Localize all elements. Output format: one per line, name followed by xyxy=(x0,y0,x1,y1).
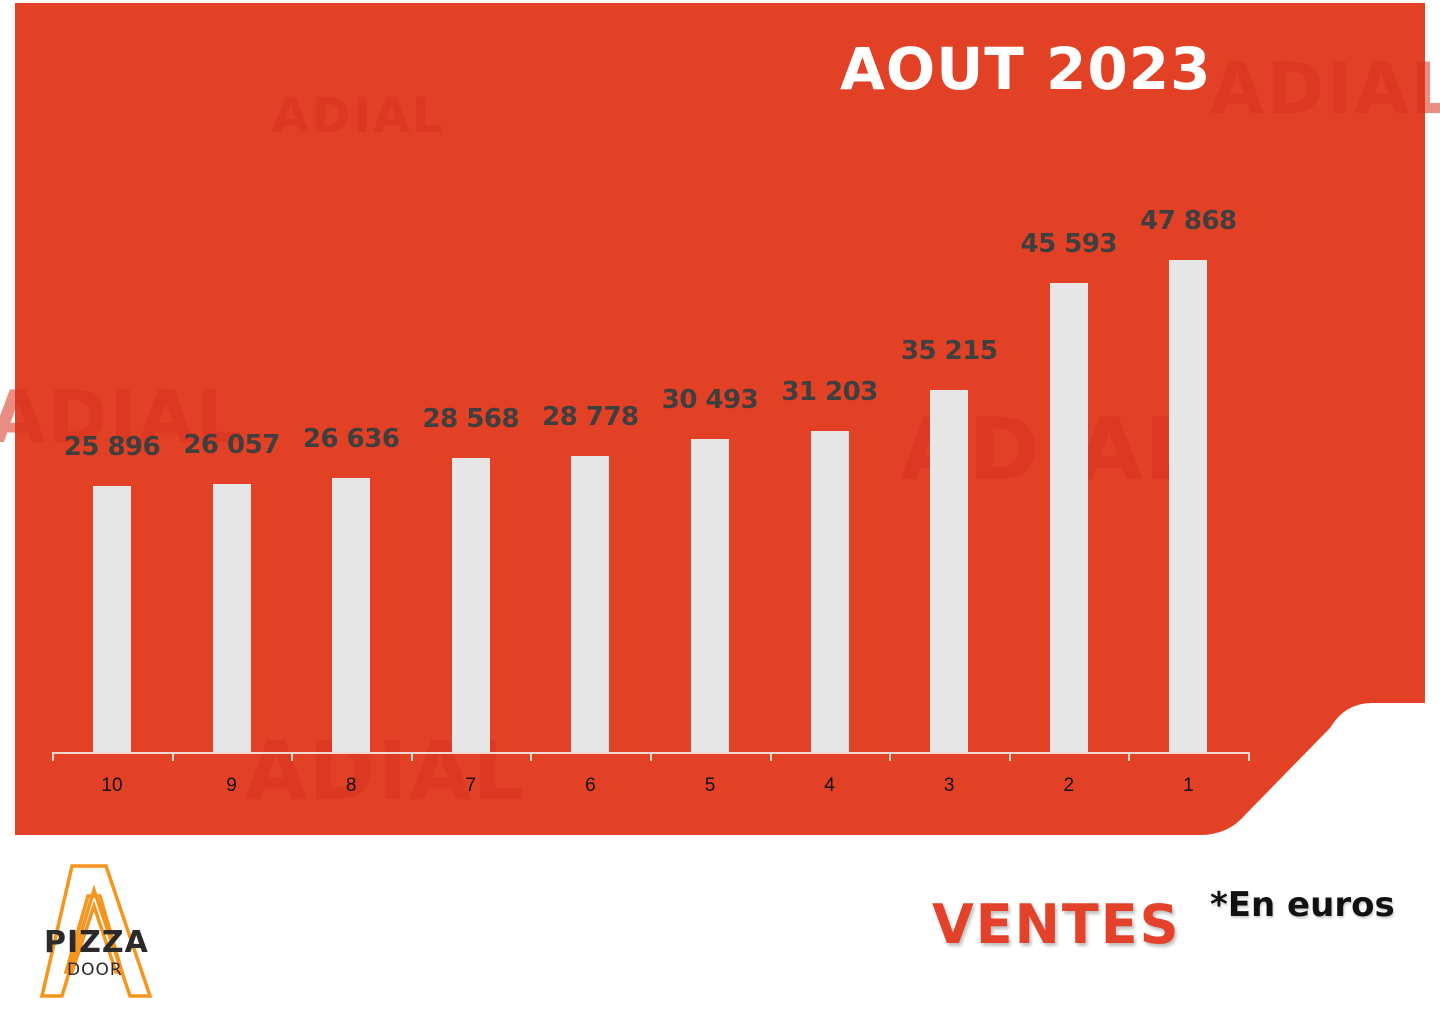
bar-value-label: 31 203 xyxy=(781,377,878,407)
bar xyxy=(451,458,490,752)
bar xyxy=(810,431,849,752)
bar xyxy=(571,456,610,752)
bar xyxy=(1049,283,1088,752)
x-axis-line xyxy=(52,752,1248,754)
x-axis-tick xyxy=(650,752,652,761)
bar xyxy=(212,484,251,752)
x-axis-category-label: 9 xyxy=(226,775,237,796)
x-axis-tick xyxy=(530,752,533,761)
bar-value-label: 45 593 xyxy=(1020,229,1118,259)
x-axis-tick xyxy=(52,752,54,761)
x-axis-tick xyxy=(1248,752,1250,761)
bar-value-label: 26 057 xyxy=(183,430,280,460)
bar-value-label: 26 636 xyxy=(302,424,400,454)
pizza-door-logo-icon xyxy=(39,864,153,998)
bar xyxy=(332,478,371,752)
x-axis-category-label: 3 xyxy=(943,775,955,796)
x-axis-tick xyxy=(291,752,294,761)
x-axis-tick xyxy=(769,752,772,761)
bar-value-label: 28 568 xyxy=(422,404,520,434)
x-axis-category-label: 1 xyxy=(1183,775,1194,796)
x-axis-category-label: 6 xyxy=(585,775,596,796)
bar-value-label: 35 215 xyxy=(900,336,998,366)
x-axis-tick xyxy=(171,752,174,761)
bar xyxy=(1169,260,1208,752)
bar-value-label: 28 778 xyxy=(542,402,639,432)
chart-title: AOUT 2023 xyxy=(840,35,1212,103)
bar-value-label: 25 896 xyxy=(63,432,161,462)
x-axis-category-label: 5 xyxy=(704,775,716,796)
x-axis-category-label: 2 xyxy=(1063,775,1075,796)
x-axis-tick xyxy=(410,752,413,761)
x-axis-category-label: 8 xyxy=(345,775,357,796)
x-axis-tick xyxy=(1008,752,1011,761)
bar-value-label: 30 493 xyxy=(661,385,759,415)
x-axis-tick xyxy=(1128,752,1131,761)
bar-value-label: 47 868 xyxy=(1140,206,1237,236)
x-axis-category-label: 4 xyxy=(824,775,835,796)
bar xyxy=(93,486,131,752)
section-title: VENTES xyxy=(932,893,1181,956)
x-axis-category-label: 7 xyxy=(465,775,477,796)
x-axis-tick xyxy=(889,752,892,761)
bar xyxy=(930,390,969,752)
logo-text-door: DOOR xyxy=(67,960,123,980)
bar xyxy=(691,439,729,752)
logo-text-pizza: PIZZA xyxy=(44,925,149,960)
unit-note: *En euros xyxy=(1210,885,1395,925)
x-axis-category-label: 10 xyxy=(101,775,123,796)
